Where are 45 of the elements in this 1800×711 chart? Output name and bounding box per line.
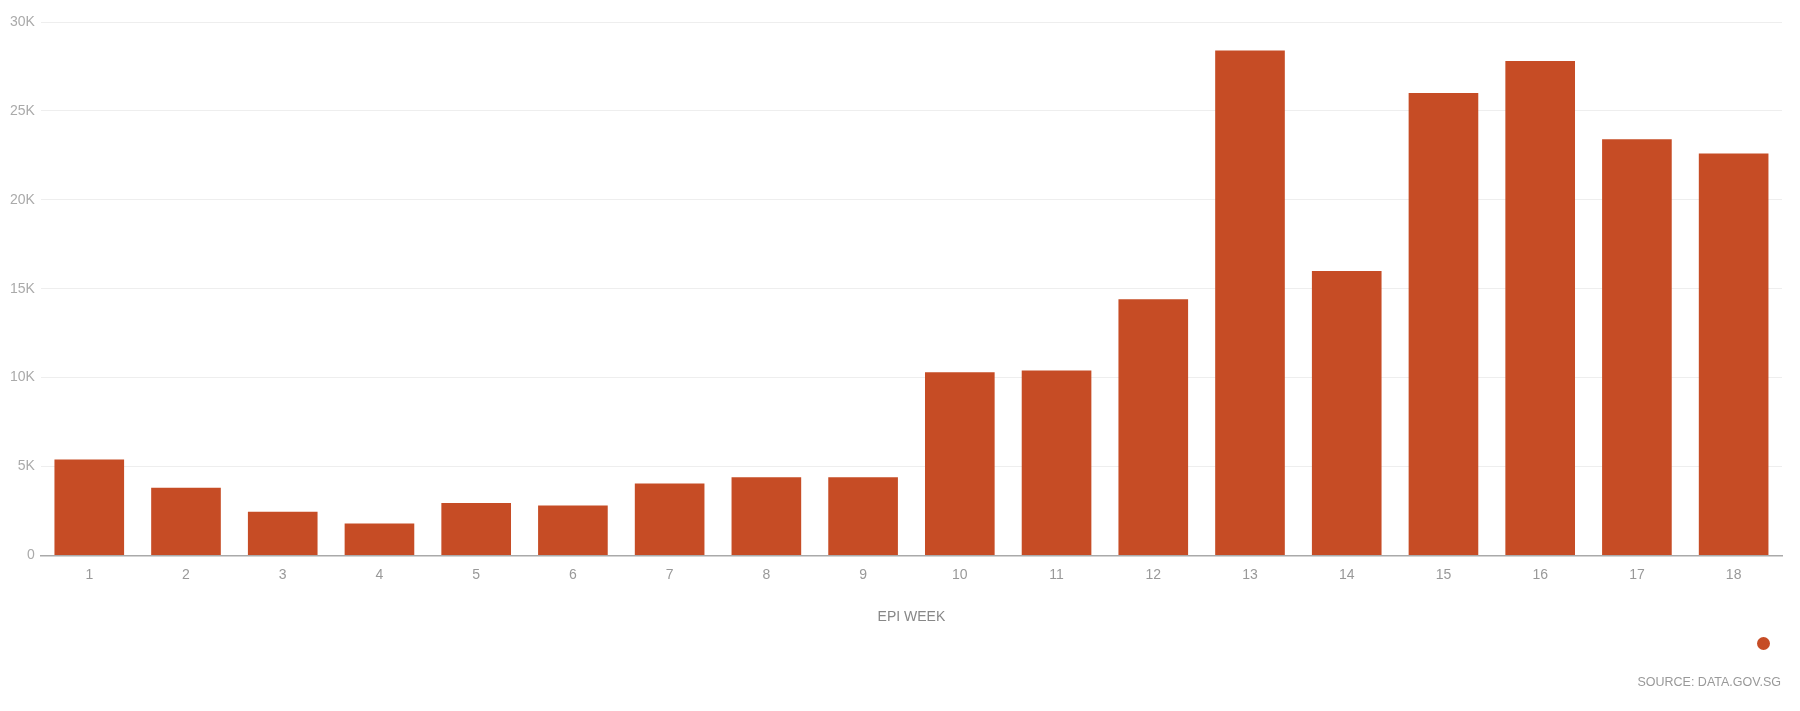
- bar: [151, 487, 221, 555]
- x-tick-label: 18: [1725, 565, 1742, 582]
- x-tick-label: 9: [859, 565, 868, 582]
- x-tick-label: 10: [952, 565, 968, 582]
- bar: [1408, 93, 1479, 555]
- x-tick-label: 17: [1629, 565, 1645, 582]
- bar: [1215, 50, 1285, 555]
- bar: [441, 502, 511, 555]
- x-axis-title: EPI WEEK: [877, 608, 946, 625]
- bar: [1698, 153, 1769, 555]
- bar: [634, 483, 705, 555]
- bar: [247, 511, 318, 555]
- y-tick-label: 25K: [9, 101, 36, 118]
- x-tick-label: 13: [1242, 565, 1258, 582]
- x-tick-label: 15: [1435, 565, 1452, 582]
- y-tick-label: 5K: [17, 457, 36, 474]
- bar: [731, 477, 802, 555]
- x-tick-label: 5: [472, 565, 481, 582]
- x-tick-label: 6: [569, 565, 578, 582]
- x-tick-label: 1: [85, 565, 94, 582]
- bar: [344, 523, 415, 555]
- bar: [1118, 299, 1189, 555]
- y-tick-label: 15K: [9, 279, 36, 296]
- bar: [54, 459, 125, 555]
- x-tick-label: 14: [1338, 565, 1355, 582]
- bar: [538, 505, 608, 555]
- x-tick-label: 3: [278, 565, 287, 582]
- y-tick-label: 30K: [9, 12, 36, 29]
- x-tick-label: 11: [1049, 565, 1065, 582]
- y-tick-label: 0: [27, 546, 36, 563]
- bar: [1602, 139, 1672, 555]
- bar: [828, 477, 898, 555]
- x-tick-label: 16: [1532, 565, 1549, 582]
- x-tick-label: 2: [182, 565, 191, 582]
- bar: [1311, 270, 1382, 555]
- x-tick-label: 7: [665, 565, 674, 582]
- source-note: SOURCE: DATA.GOV.SG: [1637, 675, 1781, 689]
- bar: [1021, 370, 1092, 555]
- bar: [1505, 61, 1575, 555]
- x-tick-label: 8: [762, 565, 771, 582]
- x-tick-label: 4: [375, 565, 384, 582]
- y-tick-label: 20K: [9, 190, 36, 207]
- y-tick-label: 10K: [9, 368, 36, 385]
- x-tick-label: 12: [1145, 565, 1162, 582]
- bar: [925, 372, 995, 555]
